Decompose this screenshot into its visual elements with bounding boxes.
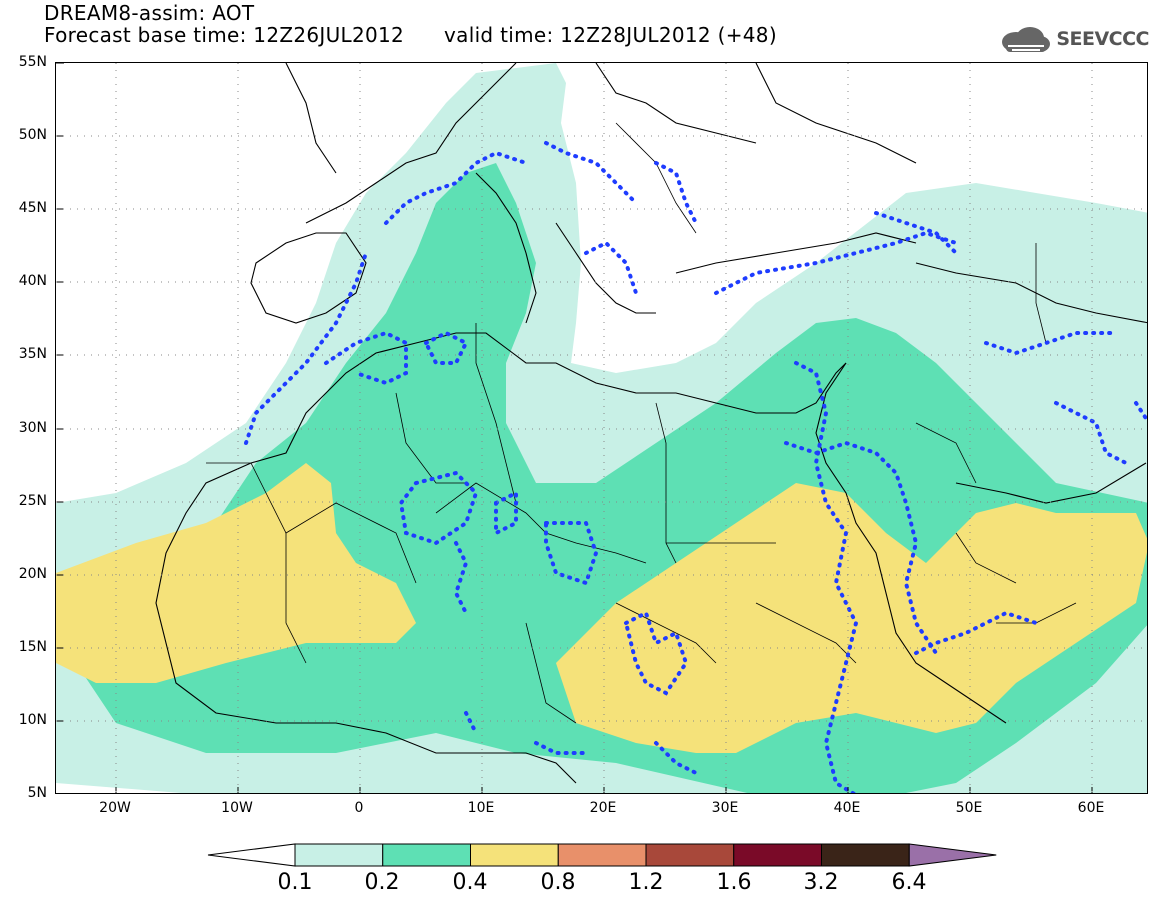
colorbar-label: 0.1 <box>277 870 313 895</box>
lon-label: 20E <box>589 800 617 816</box>
clean-air-south <box>56 783 181 793</box>
lat-label: 35N <box>18 346 47 362</box>
lat-label: 45N <box>18 200 47 216</box>
logo-text: SEEVCCC <box>1056 28 1149 50</box>
aot-field-0.4-west <box>56 463 416 683</box>
seevccc-logo: SEEVCCC <box>998 24 1149 54</box>
lat-label: 5N <box>27 785 47 801</box>
colorbar-segment <box>557 843 647 867</box>
map-title: DREAM8-assim: AOT <box>44 1 255 25</box>
lon-label: 50E <box>955 800 983 816</box>
colorbar-label: 0.8 <box>540 870 576 895</box>
graticule-grid <box>56 63 1147 793</box>
lat-label: 30N <box>18 420 47 436</box>
lat-label: 10N <box>18 712 47 728</box>
colorbar-segment <box>470 843 559 867</box>
colorbar-label: 6.4 <box>891 870 927 895</box>
colorbar-label: 3.2 <box>803 870 839 895</box>
colorbar-segment <box>821 843 910 867</box>
colorbar-segment <box>382 843 471 867</box>
aot-field-0.1-lower <box>56 753 816 793</box>
lon-label: 10W <box>221 800 253 816</box>
lon-label: 30E <box>711 800 739 816</box>
colorbar-label: 1.2 <box>628 870 664 895</box>
lat-label: 25N <box>18 493 47 509</box>
map-header: DREAM8-assim: AOT Forecast base time: 12… <box>44 2 777 46</box>
lat-label: 20N <box>18 566 47 582</box>
lat-label: 50N <box>18 127 47 143</box>
colorbar-segment <box>294 843 384 867</box>
aot-map <box>56 63 1147 793</box>
lon-label: 10E <box>467 800 495 816</box>
lat-label: 15N <box>18 639 47 655</box>
lat-label: 40N <box>18 273 47 289</box>
base-time: Forecast base time: 12Z26JUL2012 <box>44 23 405 47</box>
lat-label: 55N <box>18 54 47 70</box>
cloud-icon <box>1002 27 1051 52</box>
map-panel <box>55 62 1148 794</box>
colorbar-label: 0.2 <box>364 870 400 895</box>
time-line: Forecast base time: 12Z26JUL2012 valid t… <box>44 24 777 46</box>
valid-time: valid time: 12Z28JUL2012 (+48) <box>444 23 777 47</box>
coastlines <box>155 63 1147 784</box>
colorbar-arrow-high <box>908 843 997 867</box>
colorbar-label: 0.4 <box>452 870 488 895</box>
colorbar-segment <box>733 843 822 867</box>
aot-contours <box>244 141 1147 793</box>
lon-label: 0 <box>354 800 364 816</box>
colorbar-label: 1.6 <box>716 870 752 895</box>
colorbar-segment <box>645 843 735 867</box>
lon-label: 20W <box>99 800 131 816</box>
lon-label: 40E <box>833 800 861 816</box>
lon-label: 60E <box>1077 800 1105 816</box>
colorbar-arrow-low <box>207 843 296 867</box>
